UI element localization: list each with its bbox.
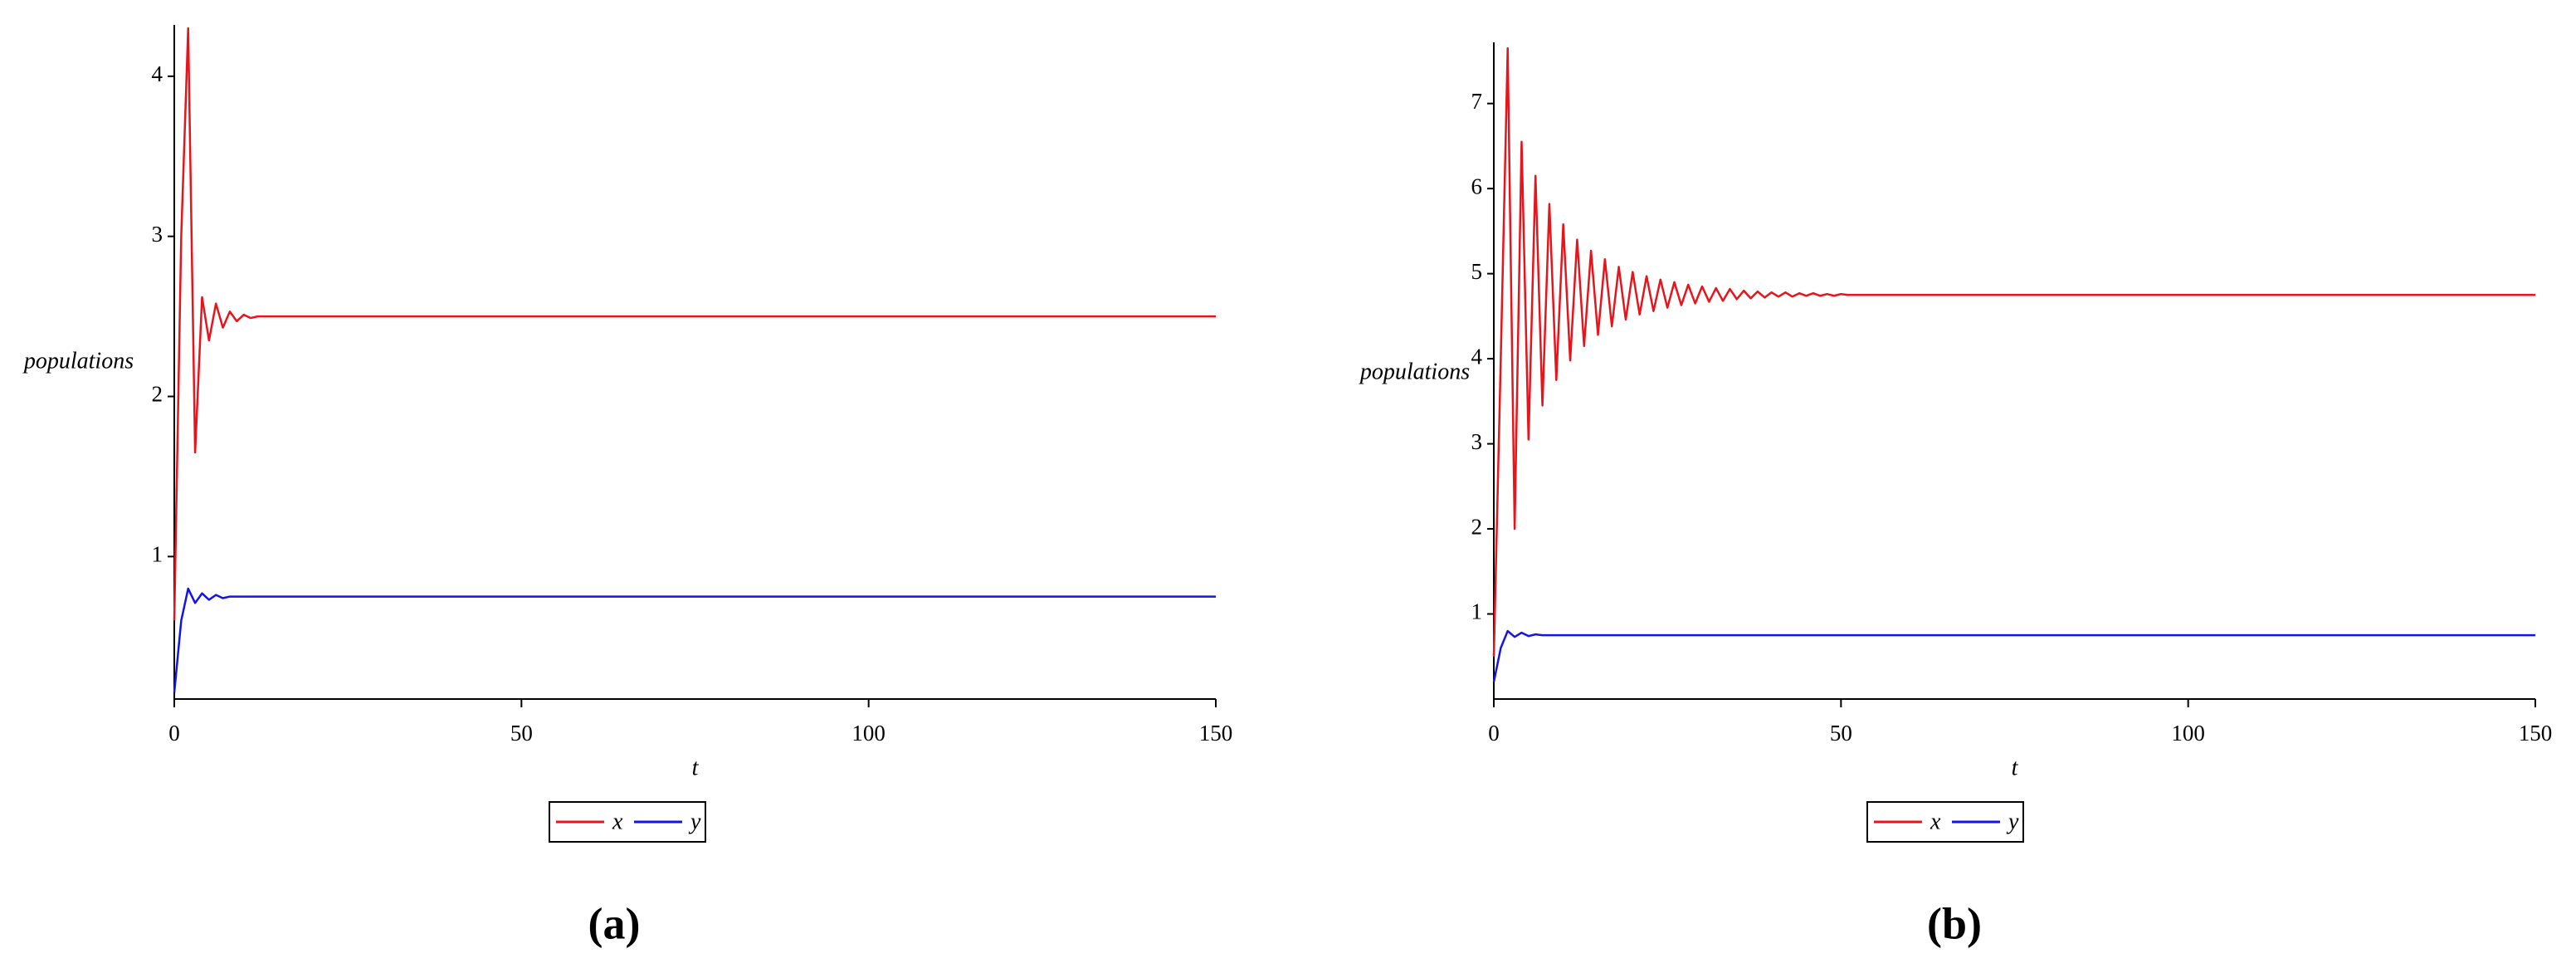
y-tick-label: 5 (1471, 259, 1483, 284)
series-line (173, 587, 1216, 693)
y-tick-label: 2 (1471, 514, 1483, 539)
x-tick-label: 150 (1199, 721, 1233, 746)
x-tick-label: 0 (1488, 721, 1500, 746)
x-tick-label: 100 (2171, 721, 2205, 746)
x-tick-label: 100 (851, 721, 886, 746)
y-tick-label: 3 (152, 222, 163, 247)
panel-caption: (b) (1927, 898, 1982, 948)
x-tick-label: 50 (510, 721, 533, 746)
x-tick-label: 0 (168, 721, 180, 746)
x-axis-label: t (2012, 755, 2019, 780)
legend-label: y (2006, 809, 2019, 834)
y-tick-label: 3 (1471, 429, 1483, 454)
series-line (1492, 629, 2535, 682)
y-tick-label: 1 (1471, 599, 1483, 624)
y-tick-label: 4 (152, 61, 163, 86)
y-tick-label: 4 (1471, 344, 1483, 369)
legend-label: x (612, 809, 623, 834)
legend-label: y (688, 809, 701, 834)
x-tick-label: 150 (2519, 721, 2553, 746)
y-axis-label: populations (1359, 359, 1470, 384)
x-tick-label: 50 (1830, 721, 1852, 746)
series-line (173, 27, 1216, 621)
y-axis-label: populations (22, 348, 134, 374)
series-line (1492, 46, 2535, 657)
y-tick-label: 2 (152, 382, 163, 407)
x-axis-label: t (692, 755, 700, 780)
panel-caption: (a) (588, 898, 641, 948)
y-tick-label: 7 (1471, 89, 1483, 114)
y-tick-label: 6 (1471, 174, 1483, 198)
y-tick-label: 1 (152, 542, 163, 567)
legend-label: x (1930, 809, 1941, 834)
